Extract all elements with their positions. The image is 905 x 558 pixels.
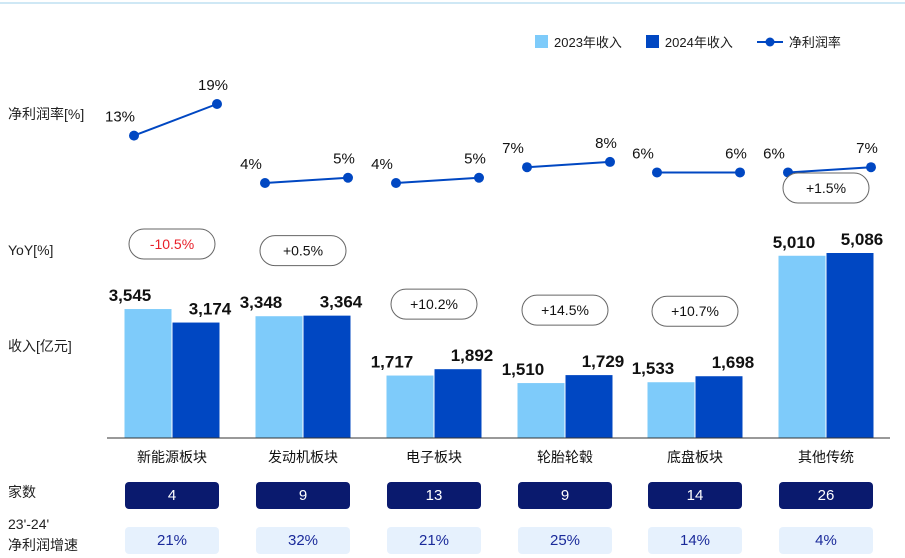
yoy-value-5: +1.5% — [806, 180, 846, 196]
margin-label-2024-5: 7% — [856, 140, 878, 157]
bar-label-2024-1: 3,364 — [320, 293, 363, 312]
margin-point-2023-2 — [391, 178, 401, 188]
margin-point-2023-0 — [129, 130, 139, 141]
profit-growth-pill-3: 25% — [518, 527, 612, 554]
margin-label-2023-4: 6% — [632, 145, 654, 162]
margin-point-2024-1 — [343, 172, 353, 183]
legend-item-margin: 净利润率 — [756, 32, 841, 51]
bar-2023-5 — [778, 255, 826, 438]
legend-label-2024: 2024年收入 — [664, 35, 733, 50]
row-label-yoy: YoY[%] — [8, 242, 54, 258]
margin-point-2023-1 — [260, 178, 270, 188]
bar-label-2023-1: 3,348 — [240, 293, 283, 312]
yoy-pill-4 — [651, 295, 739, 327]
margin-point-2024-0 — [212, 99, 222, 109]
margin-line-3 — [526, 160, 611, 169]
profit-growth-pill-1: 32% — [256, 527, 350, 554]
margin-label-2023-5: 6% — [763, 145, 785, 162]
bar-2024-2 — [434, 369, 482, 438]
margin-label-2024-2: 5% — [464, 151, 486, 168]
margin-point-2024-3 — [605, 156, 615, 167]
bar-2024-5 — [826, 253, 874, 438]
yoy-pill-1 — [259, 235, 347, 267]
margin-point-2024-4 — [735, 167, 745, 178]
margin-point-2024-2 — [474, 172, 484, 183]
margin-label-2023-1: 4% — [240, 156, 262, 173]
margin-label-2024-3: 8% — [595, 135, 617, 152]
category-label-2: 电子板块 — [406, 449, 462, 465]
yoy-value-2: +10.2% — [410, 296, 458, 312]
legend: 2023年收入 2024年收入 净利润率 — [535, 32, 841, 51]
bar-label-2024-4: 1,698 — [712, 353, 755, 372]
margin-line-5 — [787, 166, 872, 174]
bar-label-2024-5: 5,086 — [841, 230, 884, 249]
count-pill-2: 13 — [387, 482, 481, 509]
bar-2024-4 — [695, 376, 743, 438]
legend-line-icon — [756, 37, 783, 46]
yoy-value-0: -10.5% — [150, 236, 194, 252]
bar-label-2023-3: 1,510 — [502, 360, 545, 379]
category-label-5: 其他传统 — [798, 449, 854, 465]
bar-label-2024-3: 1,729 — [582, 352, 625, 371]
category-label-4: 底盘板块 — [667, 449, 723, 465]
margin-line-1 — [264, 176, 349, 184]
margin-label-2023-3: 7% — [502, 140, 524, 157]
legend-label-margin: 净利润率 — [788, 35, 841, 50]
legend-item-2024: 2024年收入 — [645, 32, 733, 51]
bar-label-2023-2: 1,717 — [371, 353, 414, 372]
margin-point-2023-4 — [652, 167, 662, 178]
margin-point-2023-3 — [522, 162, 532, 173]
margin-line-2 — [395, 176, 480, 184]
margin-label-2024-0: 19% — [198, 77, 228, 94]
margin-line-0 — [133, 103, 218, 137]
margin-label-2024-4: 6% — [725, 145, 747, 162]
bar-2024-1 — [303, 315, 351, 438]
legend-label-2023: 2023年收入 — [554, 35, 622, 50]
bar-label-2023-4: 1,533 — [632, 359, 675, 378]
bar-2023-0 — [124, 309, 172, 438]
profit-growth-pill-0: 21% — [125, 527, 219, 554]
category-label-0: 新能源板块 — [137, 449, 207, 465]
bar-label-2023-0: 3,545 — [109, 286, 152, 305]
profit-growth-pill-5: 4% — [779, 527, 873, 554]
yoy-pill-5 — [782, 172, 870, 204]
row-label-growth-line1: 23'-24' — [8, 516, 50, 532]
margin-label-2023-0: 13% — [105, 109, 135, 126]
yoy-value-4: +10.7% — [671, 303, 719, 319]
count-pill-3: 9 — [518, 482, 612, 509]
margin-point-2024-5 — [866, 162, 876, 173]
legend-swatch-2024 — [645, 35, 659, 48]
row-label-revenue: 收入[亿元] — [8, 338, 72, 354]
bar-2023-1 — [255, 316, 303, 438]
row-label-margin: 净利润率[%] — [8, 106, 85, 122]
bar-2024-0 — [172, 322, 220, 438]
margin-label-2023-2: 4% — [371, 156, 393, 173]
profit-growth-pill-2: 21% — [387, 527, 481, 554]
bar-2023-4 — [647, 382, 695, 438]
margin-label-2024-1: 5% — [333, 151, 355, 168]
bar-2024-3 — [565, 375, 613, 438]
legend-swatch-2023 — [535, 35, 548, 48]
count-pill-0: 4 — [125, 482, 219, 509]
bar-2023-3 — [517, 383, 565, 438]
row-label-growth-line2: 净利润增速 — [8, 537, 78, 553]
legend-item-2023: 2023年收入 — [535, 32, 622, 51]
yoy-value-3: +14.5% — [541, 302, 589, 318]
count-pill-4: 14 — [648, 482, 742, 509]
category-label-3: 轮胎轮毂 — [537, 449, 593, 465]
bar-2023-2 — [386, 375, 434, 438]
count-pill-5: 26 — [779, 482, 873, 509]
count-pill-1: 9 — [256, 482, 350, 509]
category-label-1: 发动机板块 — [268, 449, 338, 465]
profit-growth-pill-4: 14% — [648, 527, 742, 554]
yoy-pill-2 — [390, 288, 478, 320]
bar-label-2024-0: 3,174 — [189, 300, 232, 319]
bar-label-2023-5: 5,010 — [773, 233, 816, 252]
yoy-pill-3 — [521, 294, 609, 326]
bar-label-2024-2: 1,892 — [451, 346, 494, 365]
row-label-count: 家数 — [8, 484, 36, 500]
yoy-value-1: +0.5% — [283, 243, 323, 259]
yoy-pill-0 — [128, 228, 216, 260]
